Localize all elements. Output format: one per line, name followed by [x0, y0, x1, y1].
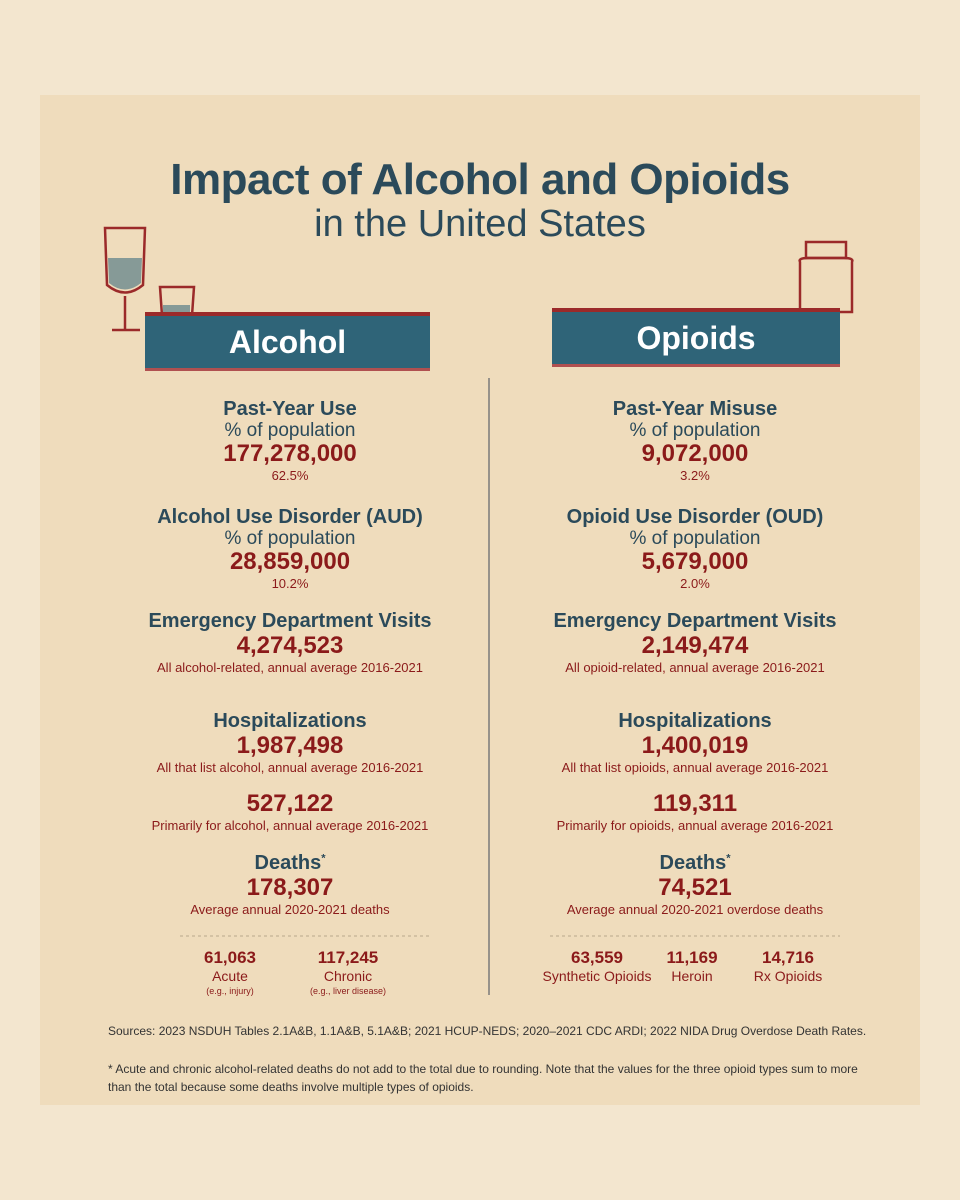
section-title-text: Past-Year Misuse [612, 398, 778, 420]
stat-value: 5,679,000 [641, 548, 749, 575]
section-title: Emergency Department Visits [70, 610, 510, 633]
section-title-text: Deaths [254, 852, 322, 874]
footnote: * Acute and chronic alcohol-related deat… [108, 1062, 858, 1094]
section-title-text: Opioid Use Disorder (OUD) [566, 506, 824, 528]
stat-caption: All alcohol-related, annual average 2016… [157, 660, 423, 675]
breakdown-value: 61,063 [204, 948, 256, 967]
stat-value: 177,278,000 [223, 440, 357, 467]
stat-caption: Average annual 2020-2021 overdose deaths [566, 902, 824, 917]
stat-value: 527,122 [246, 790, 334, 817]
stat-value: 9,072,000 [641, 440, 749, 467]
breakdown-value: 117,245 [317, 948, 379, 967]
section-title: Emergency Department Visits [475, 610, 915, 633]
stat-caption: 3.2% [680, 468, 710, 483]
breakdown-label: Rx Opioids [753, 968, 823, 984]
section-subtitle: % of population [629, 420, 761, 441]
section-subtitle: % of population [224, 528, 356, 549]
stat-caption: Primarily for alcohol, annual average 20… [151, 818, 429, 833]
section-title: Past-Year Use [70, 398, 510, 421]
stat-caption: All that list alcohol, annual average 20… [156, 760, 424, 775]
title: Impact of Alcohol and Opioids [170, 155, 790, 204]
stat-value: 2,149,474 [641, 632, 749, 659]
section-title: Deaths* [70, 852, 510, 875]
breakdown-value: 14,716 [762, 948, 814, 967]
subtitle: in the United States [314, 203, 646, 245]
section-heading: Alcohol [145, 312, 430, 368]
breakdown-label: Acute [212, 968, 248, 984]
panel [40, 95, 920, 1105]
breakdown-label: Heroin [671, 968, 713, 984]
stat-value: 74,521 [658, 874, 732, 901]
section-title-text: Emergency Department Visits [553, 610, 837, 632]
stat-value: 1,987,498 [236, 732, 344, 759]
section-subtitle: % of population [224, 420, 356, 441]
section-title-text: Deaths [659, 852, 727, 874]
stat-caption: Primarily for opioids, annual average 20… [556, 818, 834, 833]
stat-value: 1,400,019 [641, 732, 749, 759]
section-title: Past-Year Misuse [475, 398, 915, 421]
breakdown-note: (e.g., injury) [206, 986, 254, 996]
section-title-text: Past-Year Use [223, 398, 357, 420]
stat-caption: 62.5% [271, 468, 309, 483]
stat-value: 119,311 [652, 790, 738, 817]
stat-caption: 10.2% [271, 576, 309, 591]
section-title: Hospitalizations [475, 710, 915, 733]
sources: Sources: 2023 NSDUH Tables 2.1A&B, 1.1A&… [108, 1024, 867, 1038]
footnote-mark: * [726, 852, 731, 865]
section-title-text: Hospitalizations [618, 710, 772, 732]
section-title-text: Hospitalizations [213, 710, 367, 732]
section-heading: Opioids [552, 308, 840, 364]
section-title-text: Alcohol Use Disorder (AUD) [157, 506, 423, 528]
stat-caption: All that list opioids, annual average 20… [561, 760, 829, 775]
breakdown-label: Synthetic Opioids [542, 968, 652, 984]
section-title: Hospitalizations [70, 710, 510, 733]
section-subtitle: % of population [629, 528, 761, 549]
stat-value: 28,859,000 [229, 548, 351, 575]
section-title: Alcohol Use Disorder (AUD) [70, 506, 510, 529]
breakdown-value: 63,559 [571, 948, 623, 967]
stat-caption: All opioid-related, annual average 2016-… [565, 660, 825, 675]
stat-caption: Average annual 2020-2021 deaths [190, 902, 390, 917]
breakdown-value: 11,169 [666, 948, 718, 967]
section-title-text: Emergency Department Visits [148, 610, 432, 632]
stat-value: 4,274,523 [236, 632, 344, 659]
section-title: Deaths* [475, 852, 915, 875]
breakdown-label: Chronic [323, 968, 373, 984]
footnote-mark: * [321, 852, 326, 865]
breakdown-note: (e.g., liver disease) [309, 986, 387, 996]
section-title: Opioid Use Disorder (OUD) [475, 506, 915, 529]
stat-value: 178,307 [246, 874, 334, 901]
stat-caption: 2.0% [680, 576, 710, 591]
